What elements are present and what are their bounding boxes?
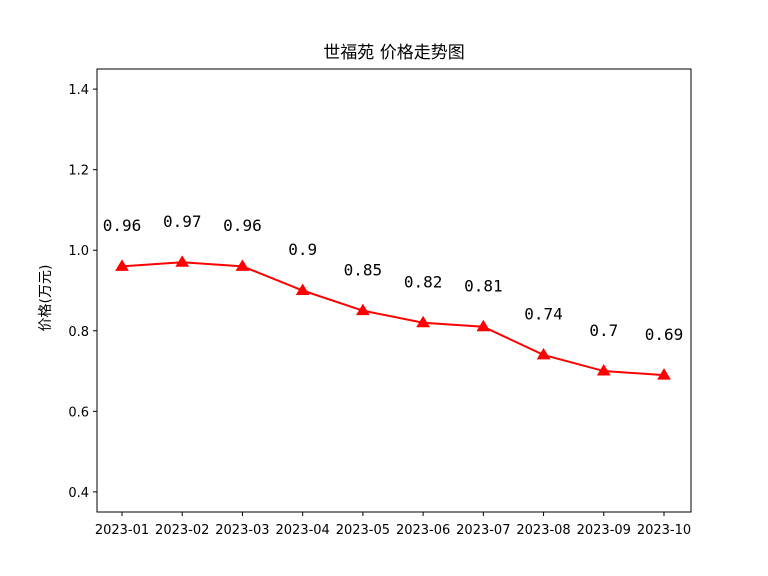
data-label: 0.81: [464, 276, 503, 295]
data-point-marker: [175, 255, 190, 267]
data-label: 0.96: [103, 216, 142, 235]
data-point-marker: [596, 364, 611, 376]
data-point-marker: [235, 259, 250, 271]
data-point-marker: [115, 259, 129, 271]
x-tick-label: 2023-01: [95, 523, 149, 538]
x-tick-label: 2023-05: [336, 523, 390, 538]
x-tick-label: 2023-02: [155, 523, 209, 538]
y-tick-label: 0.4: [68, 486, 89, 501]
data-point-marker: [416, 315, 430, 328]
data-label: 0.85: [344, 260, 383, 279]
data-point-marker: [295, 283, 310, 295]
x-tick-label: 2023-03: [215, 523, 269, 538]
data-point-marker: [536, 347, 551, 360]
y-tick-label: 1.0: [68, 244, 89, 259]
y-tick-label: 0.6: [68, 405, 89, 420]
axes-frame: [96, 68, 692, 513]
x-tick-label: 2023-07: [456, 523, 510, 538]
data-label: 0.97: [163, 212, 202, 231]
x-tick-label: 2023-10: [637, 523, 691, 538]
chart-title: 世福苑 价格走势图: [323, 43, 464, 63]
data-label: 0.74: [524, 305, 563, 324]
plot-area: 0.4 0.6 0.8 1.0 1.2 1.4 2023-01 2023-02 2023-03 2…: [68, 68, 692, 538]
data-point-marker: [476, 319, 491, 332]
data-label: 0.69: [645, 325, 684, 344]
y-tick-label: 0.8: [68, 325, 89, 340]
data-point-marker: [356, 303, 370, 316]
series-line: [121, 261, 665, 377]
data-label: 0.82: [404, 272, 443, 291]
x-tick-label: 2023-06: [396, 523, 450, 538]
y-axis-label: 价格(万元): [38, 265, 54, 332]
x-tick-label: 2023-04: [276, 523, 330, 538]
x-tick-label: 2023-09: [577, 523, 631, 538]
data-label: 0.96: [223, 216, 262, 235]
y-tick-label: 1.2: [68, 164, 89, 179]
x-tick-label: 2023-08: [516, 523, 570, 538]
data-label: 0.7: [589, 321, 618, 340]
data-point-marker: [657, 368, 671, 380]
data-label: 0.9: [288, 240, 317, 259]
y-tick-label: 1.4: [68, 83, 89, 98]
